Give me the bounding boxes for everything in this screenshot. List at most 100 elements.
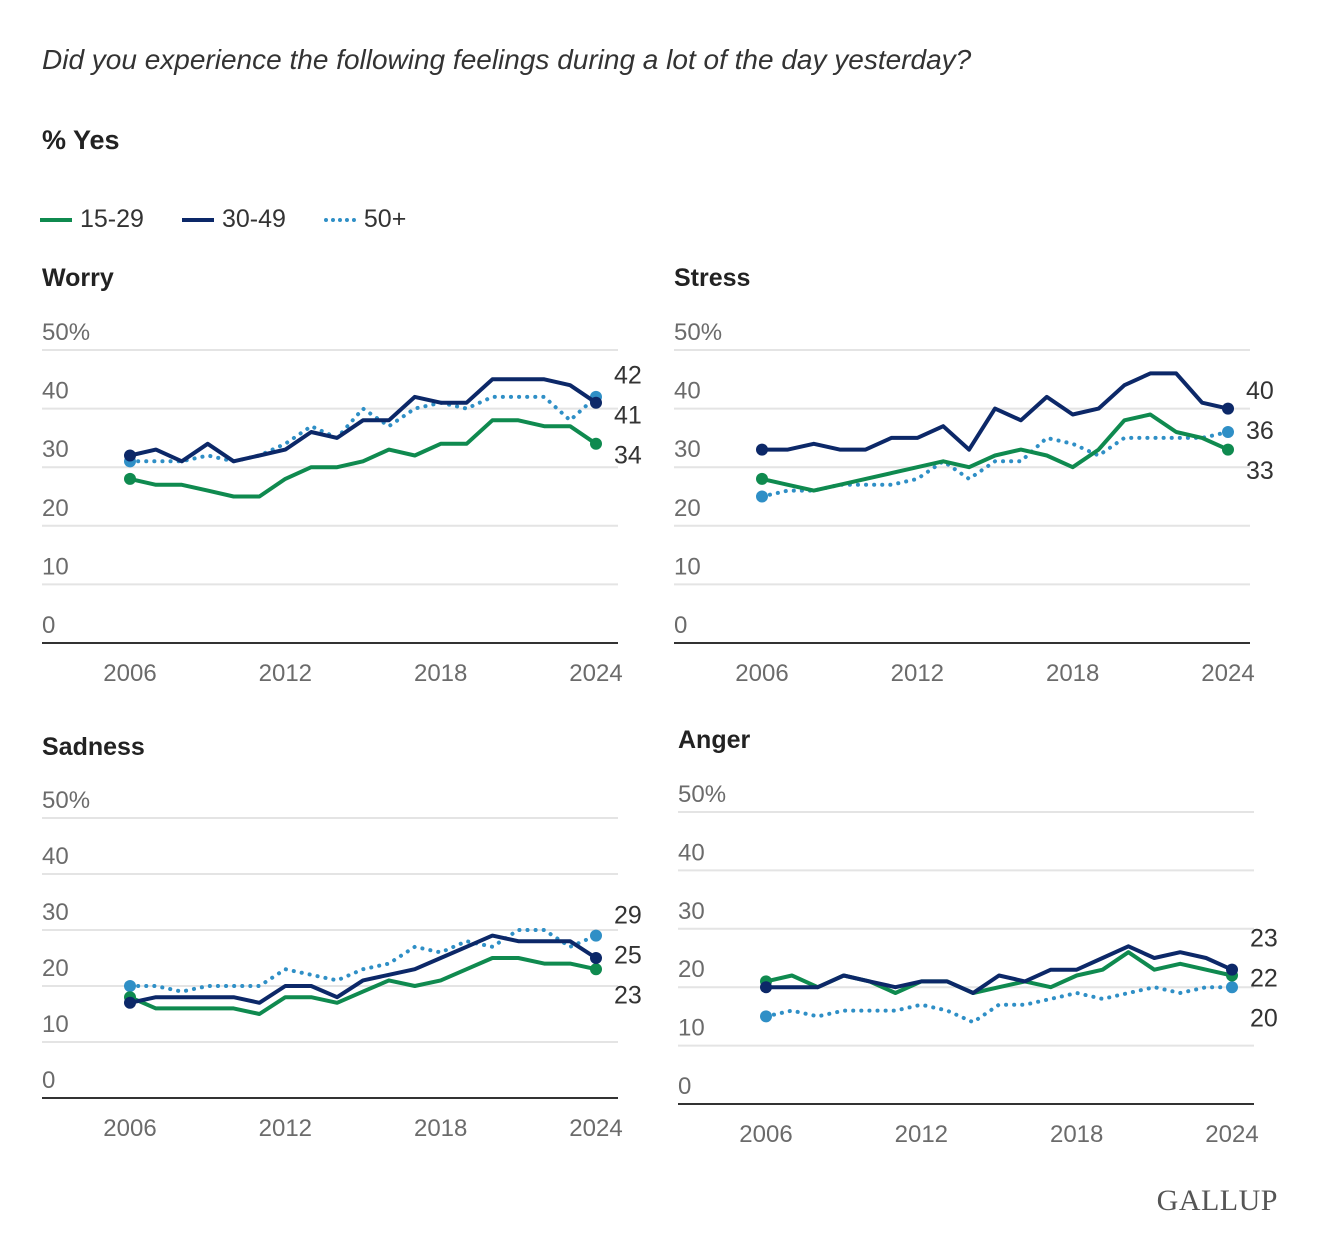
x-tick-label: 2012 (891, 660, 944, 687)
end-point-30-49 (1222, 402, 1234, 415)
panel-title: Anger (678, 726, 751, 754)
x-tick-label: 2018 (1050, 1121, 1103, 1148)
y-tick-label: 20 (678, 956, 705, 983)
series-line-50+ (128, 928, 598, 994)
end-point-30-49 (590, 396, 602, 409)
x-tick-label: 2006 (739, 1121, 792, 1148)
x-tick-label: 2012 (259, 1115, 312, 1142)
series-line-30-49 (766, 944, 1233, 995)
y-tick-label: 20 (42, 495, 69, 522)
y-tick-label: 30 (678, 898, 705, 925)
legend-swatch-30-49 (181, 217, 214, 222)
end-value-label: 22 (1250, 964, 1278, 992)
legend-item-30-49: 30-49 (181, 205, 286, 234)
start-point-30-49 (760, 981, 772, 994)
x-tick-label: 2006 (103, 660, 156, 687)
end-value-label: 29 (614, 901, 642, 929)
x-tick-label: 2006 (735, 660, 788, 687)
series-line-15-29 (761, 412, 1229, 493)
end-point-15-29 (590, 963, 602, 976)
y-tick-label: 20 (42, 955, 69, 982)
x-tick-label: 2018 (414, 1115, 467, 1142)
start-point-50+ (756, 490, 768, 503)
start-point-30-49 (124, 996, 136, 1009)
y-tick-label: 40 (674, 378, 701, 405)
x-tick-label: 2024 (1205, 1121, 1258, 1148)
y-tick-label: 30 (674, 436, 701, 463)
y-tick-label: 30 (42, 436, 69, 463)
legend-label: 15-29 (80, 205, 144, 233)
y-tick-label: 20 (674, 495, 701, 522)
end-value-label: 33 (1246, 457, 1274, 485)
x-tick-label: 2006 (103, 1115, 156, 1142)
series-line-50+ (128, 394, 598, 464)
y-tick-label: 50% (42, 787, 90, 814)
end-point-50+ (1226, 981, 1238, 994)
end-value-label: 34 (614, 441, 642, 469)
panel-anger: Anger 0 10 20 30 40 50% 2006 2012 2018 2024 23 22 20 (678, 726, 1278, 1148)
series-line-30-49 (762, 371, 1229, 452)
legend-swatch-50-plus (323, 217, 356, 222)
series-line-50+ (764, 985, 1234, 1025)
panel-stress: Stress 0 10 20 30 40 50% 2006 2012 2018 2024 40 36 33 (674, 264, 1274, 687)
end-point-50+ (1222, 426, 1234, 439)
y-tick-label: 50% (674, 319, 722, 346)
end-value-label: 23 (1250, 924, 1278, 952)
chart-question: Did you experience the following feeling… (42, 44, 972, 75)
gallup-logo: GALLUP (1156, 1184, 1278, 1217)
end-point-15-29 (590, 437, 602, 450)
start-point-30-49 (124, 449, 136, 462)
x-tick-label: 2024 (569, 1115, 622, 1142)
legend-label: 50+ (363, 205, 407, 233)
y-tick-label: 0 (42, 1067, 55, 1094)
y-tick-label: 40 (678, 839, 705, 866)
legend-item-15-29: 15-29 (40, 205, 144, 234)
y-tick-label: 50% (678, 781, 726, 808)
x-tick-label: 2012 (259, 660, 312, 687)
y-tick-label: 10 (42, 1011, 69, 1038)
legend-label: 30-49 (221, 205, 286, 233)
series-line-30-49 (129, 933, 598, 1005)
start-point-30-49 (756, 443, 768, 456)
y-tick-label: 10 (678, 1015, 705, 1042)
y-tick-label: 10 (674, 553, 701, 580)
panel-title: Sadness (42, 733, 145, 761)
series-line-15-29 (129, 956, 597, 1016)
panel-title: Stress (674, 264, 750, 292)
end-value-label: 36 (1246, 417, 1274, 445)
unit-label: % Yes (42, 125, 120, 155)
end-value-label: 20 (1250, 1004, 1278, 1032)
end-value-label: 41 (614, 401, 642, 429)
end-point-30-49 (590, 952, 602, 964)
end-value-label: 40 (1246, 377, 1274, 405)
x-tick-label: 2024 (569, 660, 622, 687)
y-tick-label: 50% (42, 319, 90, 346)
y-tick-label: 30 (42, 899, 69, 926)
legend-item-50-plus: 50+ (323, 205, 407, 234)
y-tick-label: 0 (42, 612, 55, 639)
x-tick-label: 2018 (414, 660, 467, 687)
series-line-30-49 (129, 377, 598, 464)
y-tick-label: 40 (42, 378, 69, 405)
y-tick-label: 10 (42, 553, 69, 580)
legend: 15-29 30-49 50+ (40, 205, 406, 234)
panel-sadness: Sadness 0 10 20 30 40 50% 2006 2012 2018 2024 29 25 2… (42, 733, 642, 1142)
end-value-label: 25 (614, 941, 642, 969)
y-tick-label: 0 (674, 612, 687, 639)
end-point-50+ (590, 929, 602, 942)
end-point-30-49 (1226, 963, 1238, 976)
x-tick-label: 2012 (895, 1121, 948, 1148)
start-point-50+ (124, 980, 136, 992)
y-tick-label: 40 (42, 843, 69, 870)
x-tick-label: 2018 (1046, 660, 1099, 687)
legend-swatch-15-29 (40, 217, 72, 222)
panel-worry: Worry 0 10 20 30 40 50% 2006 2012 2018 2024 42 41 34 (42, 264, 642, 687)
start-point-50+ (760, 1010, 772, 1023)
series-line-15-29 (129, 418, 598, 499)
end-point-15-29 (1222, 443, 1234, 456)
start-point-15-29 (756, 472, 768, 485)
panel-title: Worry (42, 264, 114, 292)
y-tick-label: 0 (678, 1073, 691, 1100)
end-value-label: 23 (614, 981, 642, 1009)
